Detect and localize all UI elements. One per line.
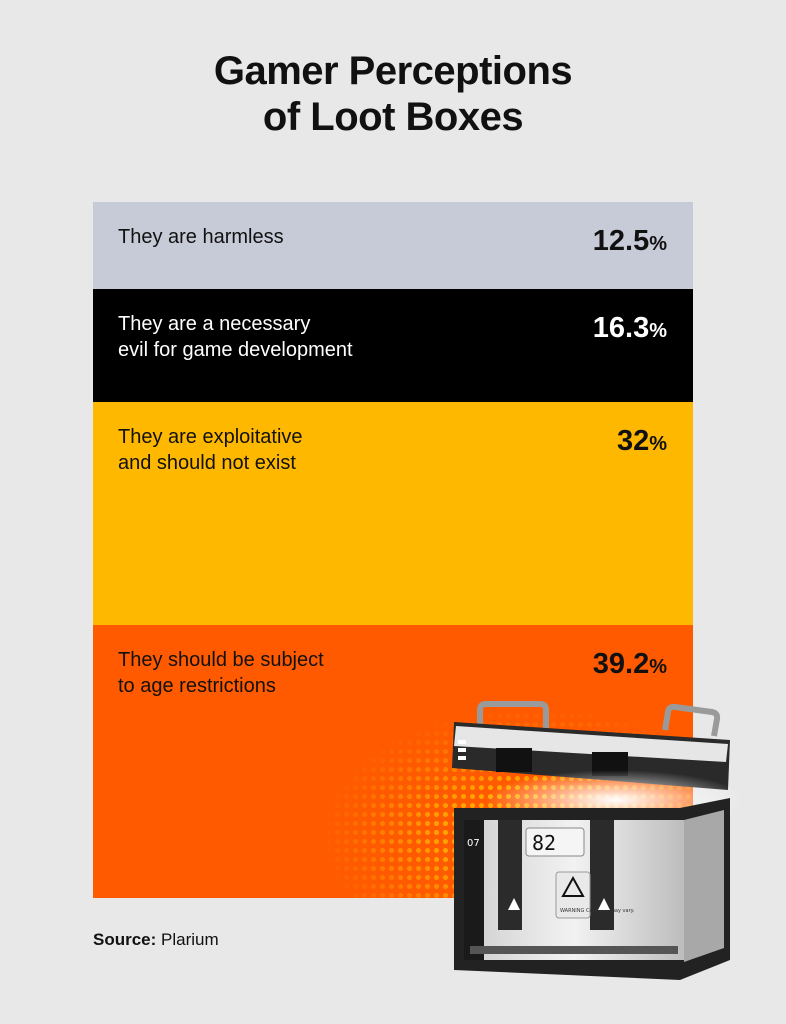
- category-label: They are a necessary evil for game devel…: [118, 313, 353, 361]
- source-note: Source: Plarium: [93, 930, 219, 950]
- data-label: 12.5%: [593, 224, 667, 261]
- value-number: 39.2: [592, 648, 650, 680]
- data-label: 16.3%: [593, 311, 667, 348]
- data-label: 39.2%: [593, 647, 667, 684]
- bar-segment: They are harmless 12.5%: [93, 202, 693, 289]
- value-unit: %: [649, 320, 667, 342]
- warning-text: WARNING Contents may vary.: [560, 908, 635, 914]
- value-unit: %: [649, 233, 667, 255]
- title-line-1: Gamer Perceptions: [213, 49, 573, 93]
- bar-segment: They are a necessary evil for game devel…: [93, 289, 693, 402]
- title-line-2: of Loot Boxes: [262, 95, 524, 139]
- category-label: They should be subject to age restrictio…: [118, 649, 324, 697]
- source-value: Plarium: [161, 930, 219, 949]
- side-number: 07: [467, 838, 480, 849]
- chart-title: Gamer Perceptions of Loot Boxes: [0, 48, 786, 140]
- stacked-bar: They are harmless 12.5% They are a necessa…: [93, 202, 693, 898]
- category-label: They are harmless: [118, 226, 284, 248]
- value-unit: %: [649, 433, 667, 455]
- value-unit: %: [649, 656, 667, 678]
- value-number: 16.3: [592, 312, 650, 344]
- source-label: Source:: [93, 930, 157, 949]
- loot-box-illustration: 82 WARNING Contents may vary. 07: [452, 701, 740, 980]
- category-label: They are exploitative and should not exi…: [118, 426, 303, 474]
- crate-number: 82: [532, 831, 556, 855]
- data-label: 32%: [617, 424, 667, 461]
- value-number: 12.5: [592, 225, 650, 257]
- value-number: 32: [616, 425, 650, 457]
- bar-segment: They are exploitative and should not exi…: [93, 402, 693, 625]
